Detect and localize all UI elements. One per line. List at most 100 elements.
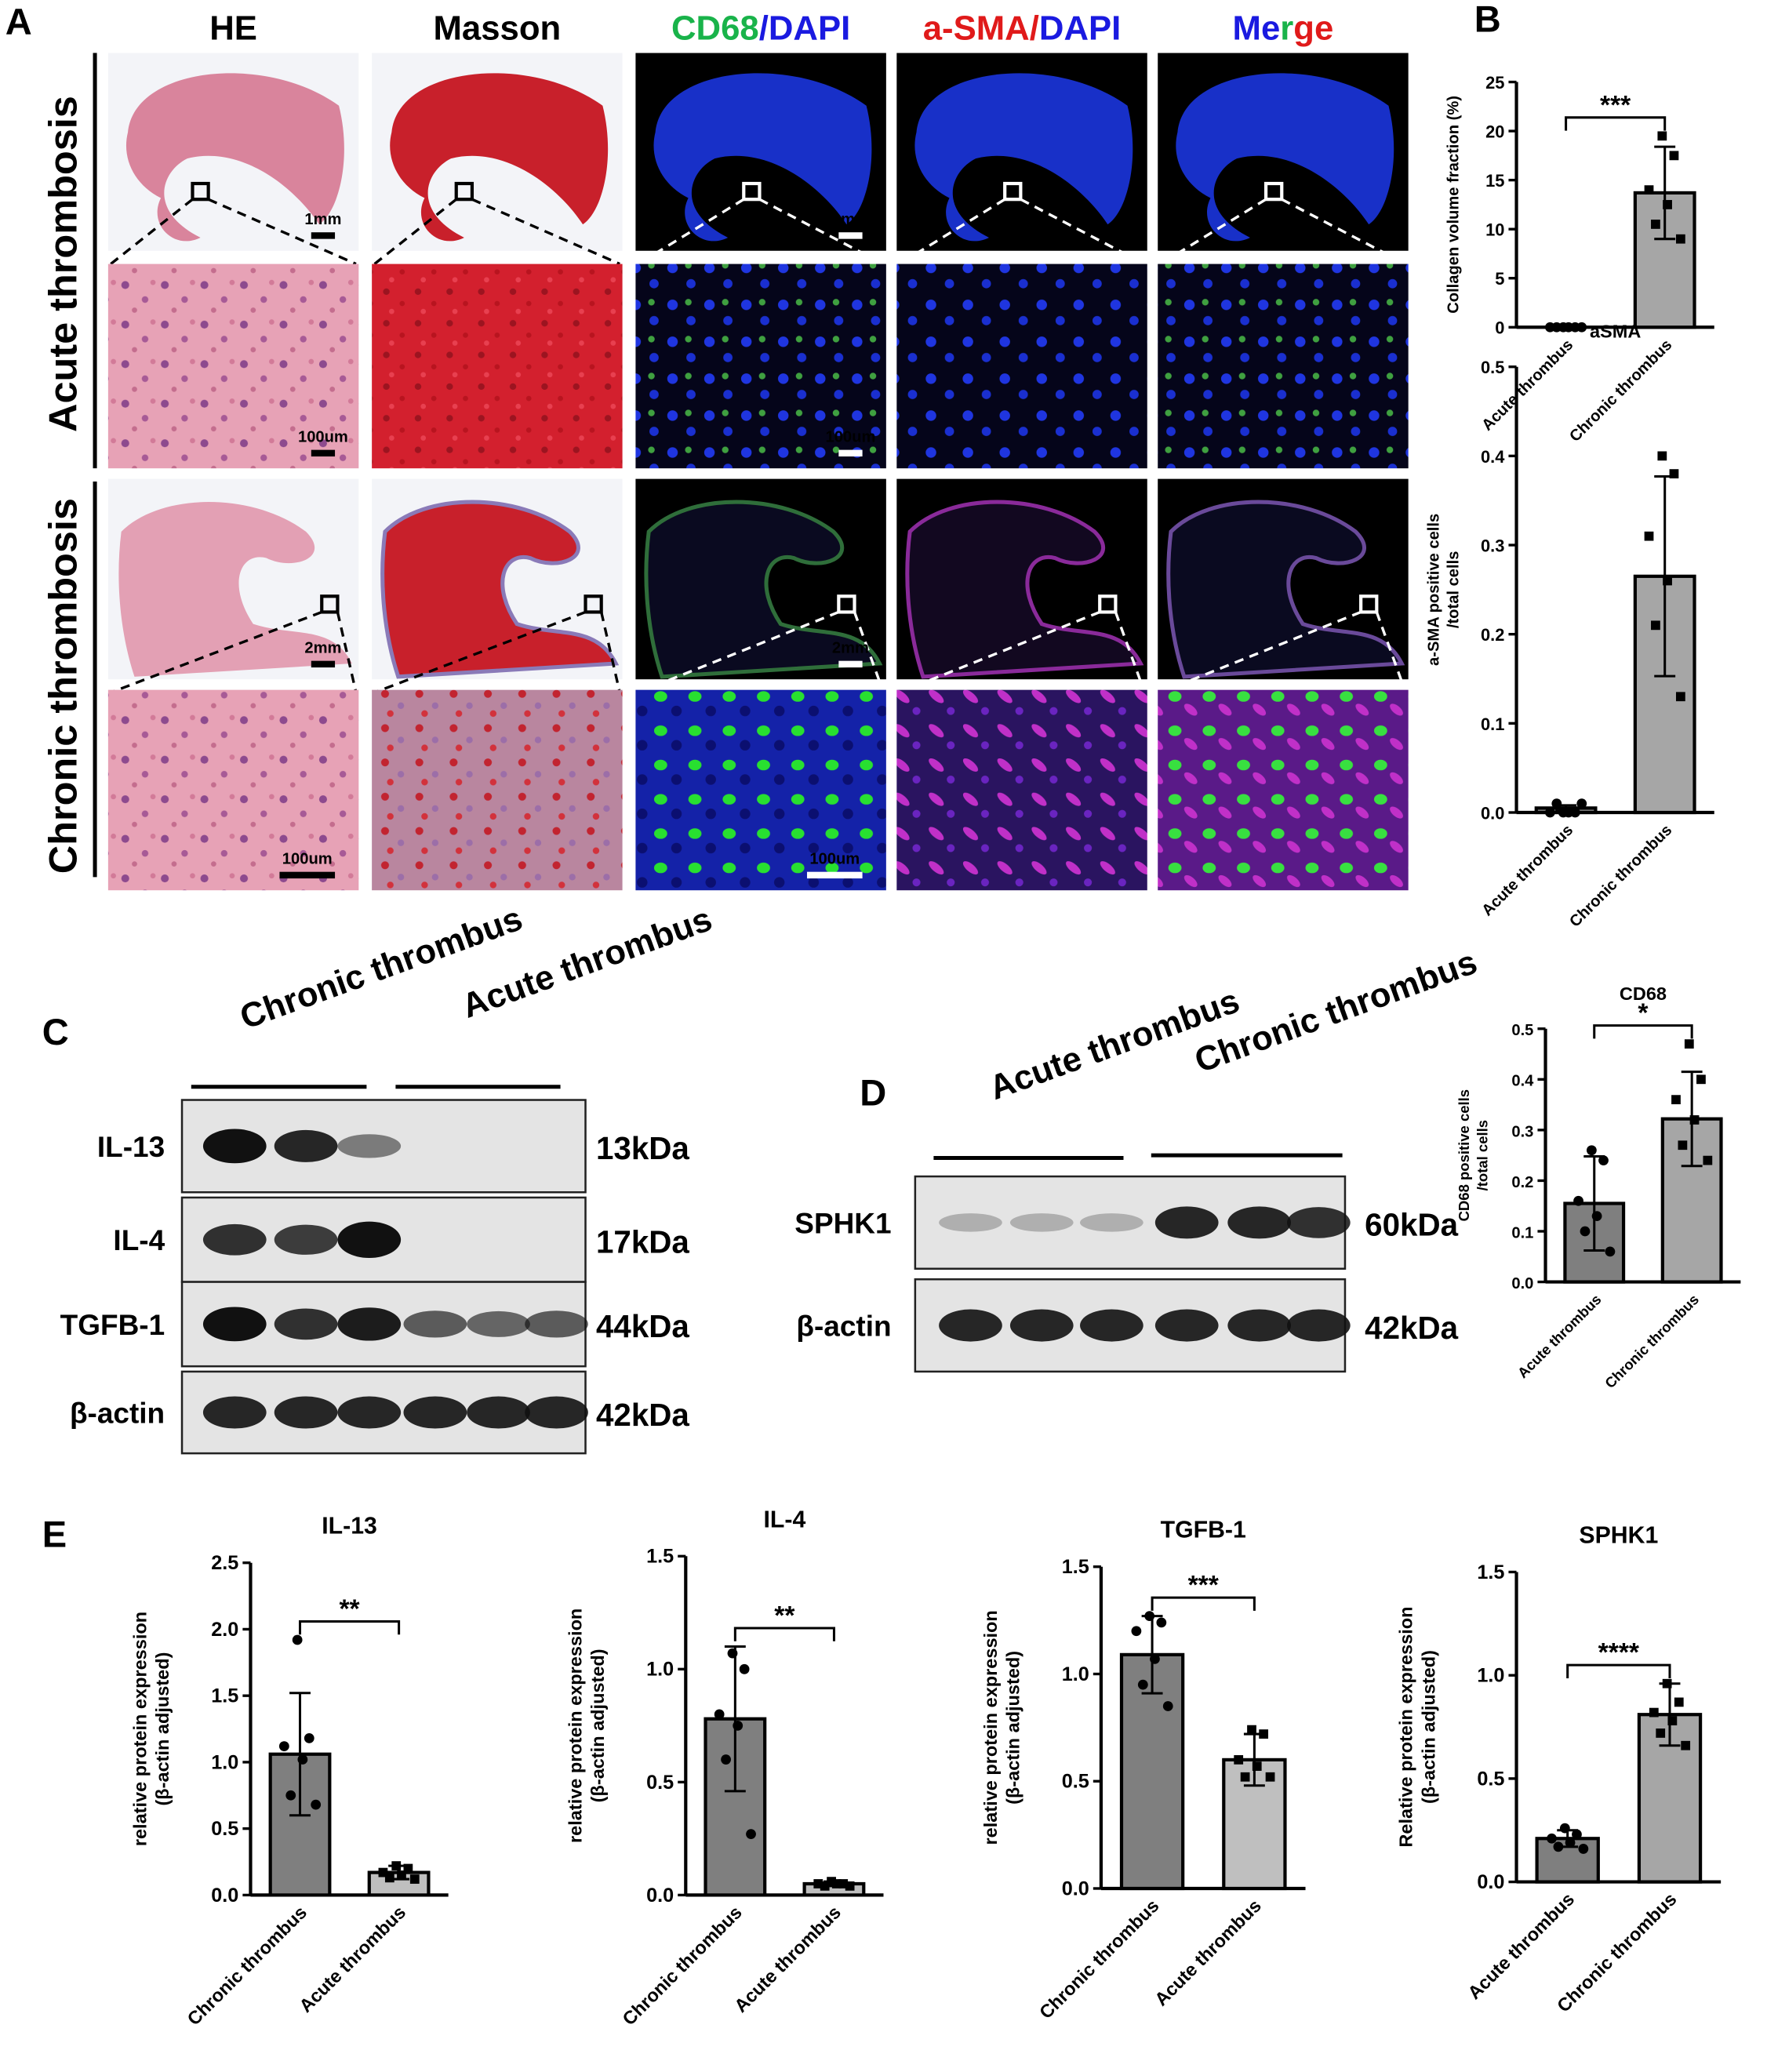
micrograph xyxy=(635,689,886,891)
blot-label: SPHK1 xyxy=(794,1207,891,1239)
data-point xyxy=(1252,1761,1262,1771)
zoom-line xyxy=(600,612,621,693)
y-tick-label: 0.4 xyxy=(1511,1073,1534,1090)
panel-label: B xyxy=(1474,0,1501,40)
scale-bar xyxy=(279,871,336,879)
blot-band xyxy=(274,1396,338,1429)
column-header: Merge xyxy=(1233,9,1334,48)
blot-band xyxy=(1009,1309,1074,1342)
tissue-section xyxy=(914,73,1133,242)
blot-band xyxy=(274,1308,338,1340)
significance-label: * xyxy=(1638,999,1649,1028)
data-point xyxy=(384,1873,394,1883)
tissue-section xyxy=(1176,73,1394,242)
y-tick-label: 1.5 xyxy=(1477,1561,1504,1583)
data-point xyxy=(1576,798,1587,809)
column-header-part: ge xyxy=(1293,9,1333,48)
blot-label: β-actin xyxy=(70,1397,165,1429)
column-header-part: DAPI xyxy=(1039,9,1121,48)
blot-band xyxy=(1080,1309,1143,1342)
panel-label: E xyxy=(42,1514,67,1555)
y-tick-label: 0.5 xyxy=(1062,1771,1089,1793)
data-point xyxy=(1576,322,1587,333)
tissue-section xyxy=(905,500,1144,679)
y-tick-label: 5 xyxy=(1495,269,1504,289)
data-point xyxy=(1669,151,1679,161)
scale-bar xyxy=(838,232,863,239)
zoom-box xyxy=(742,181,762,202)
data-point xyxy=(1591,1211,1602,1222)
zoom-box xyxy=(320,594,340,614)
blot-band xyxy=(403,1396,467,1429)
x-tick-label: Chronic thrombus xyxy=(184,1902,311,2030)
y-axis-label: relative protein expression xyxy=(980,1610,1001,1845)
y-tick-label: 1.0 xyxy=(646,1659,674,1681)
column-header-part: Masson xyxy=(434,9,562,48)
micrograph xyxy=(107,264,359,469)
data-point xyxy=(1678,1140,1688,1151)
zoom-line xyxy=(637,198,745,266)
micrograph xyxy=(896,689,1147,891)
data-point xyxy=(827,1877,836,1886)
data-point xyxy=(1674,1697,1684,1707)
data-point xyxy=(733,1720,744,1731)
data-point xyxy=(1684,1039,1694,1049)
data-point xyxy=(813,1879,824,1888)
data-point xyxy=(1563,807,1574,818)
column-header-part: Me xyxy=(1233,9,1281,48)
y-tick-label: 1.0 xyxy=(1062,1663,1089,1685)
x-tick-label: Acute thrombus xyxy=(730,1902,845,2016)
y-tick-label: 0.0 xyxy=(646,1885,674,1907)
data-point xyxy=(1553,1841,1564,1852)
data-point xyxy=(378,1867,388,1878)
y-axis-label: /total cells xyxy=(1474,1120,1491,1190)
data-point xyxy=(1240,1772,1250,1782)
y-axis-label: a-SMA positive cells xyxy=(1425,514,1442,666)
data-point xyxy=(1150,1653,1160,1664)
data-point xyxy=(1663,576,1672,586)
column-header-part: DAPI xyxy=(769,9,850,48)
zoom-line xyxy=(110,198,194,265)
panel-label: A xyxy=(5,1,32,42)
y-tick-label: 0.0 xyxy=(1511,1275,1533,1292)
x-tick-label: Acute thrombus xyxy=(1463,1888,1578,2003)
blot-band xyxy=(1154,1309,1219,1342)
blot-band xyxy=(337,1396,402,1429)
data-point xyxy=(739,1663,750,1674)
blot-band xyxy=(337,1221,402,1258)
data-point xyxy=(1545,807,1555,818)
y-tick-label: 0 xyxy=(1495,318,1504,338)
y-axis-label: /total cells xyxy=(1445,551,1463,629)
scale-bar-label: 100um xyxy=(298,429,348,446)
tissue-section xyxy=(653,73,872,242)
zoom-line xyxy=(1020,198,1146,266)
scale-bar xyxy=(838,660,863,668)
x-tick-label: Chronic thrombus xyxy=(1602,1291,1702,1391)
data-point xyxy=(1667,1716,1678,1726)
data-point xyxy=(1156,1617,1167,1628)
data-point xyxy=(304,1733,314,1743)
data-point xyxy=(721,1754,731,1765)
y-tick-label: 0.5 xyxy=(1481,358,1504,377)
y-tick-label: 1.5 xyxy=(1062,1556,1089,1578)
column-header-part: a-SMA xyxy=(923,9,1030,48)
data-point xyxy=(820,1881,830,1891)
micrograph xyxy=(1158,264,1409,469)
data-point xyxy=(1234,1755,1244,1765)
data-point xyxy=(403,1863,413,1874)
y-tick-label: 0.3 xyxy=(1511,1123,1533,1140)
blot-band xyxy=(1227,1206,1292,1239)
blot-band xyxy=(467,1310,530,1337)
scale-bar-label: 1mm xyxy=(304,211,341,228)
blot-band xyxy=(202,1307,267,1342)
scale-bar xyxy=(311,660,336,668)
data-point xyxy=(292,1634,303,1645)
blot-band xyxy=(403,1310,467,1338)
y-tick-label: 1.5 xyxy=(211,1685,238,1707)
x-tick-label: Acute thrombus xyxy=(1478,336,1576,434)
data-point xyxy=(1565,1838,1576,1848)
panel-label: D xyxy=(860,1071,886,1113)
blot-label: TGFB-1 xyxy=(60,1309,165,1341)
